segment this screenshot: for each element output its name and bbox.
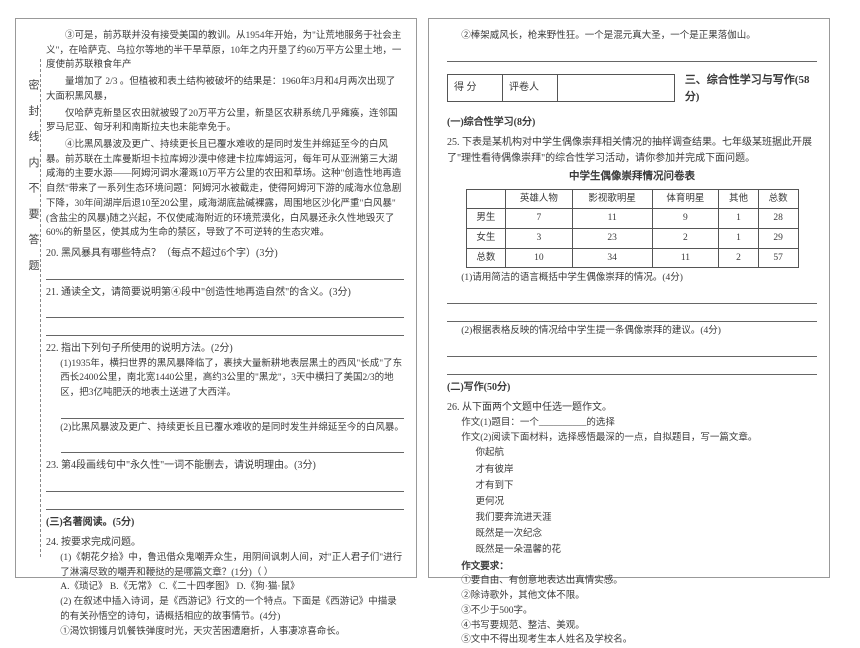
poem-line: 既然是一次纪念 bbox=[476, 527, 818, 542]
th: 体育明星 bbox=[652, 189, 719, 209]
th bbox=[466, 189, 506, 209]
question-22-item2: (2)比黑风暴波及更广、持续更长且已覆水难收的是同时发生并绵延至今的白风暴。 bbox=[60, 421, 404, 436]
th: 总数 bbox=[758, 189, 798, 209]
req-item: ③不少于500字。 bbox=[461, 604, 817, 619]
table-row: 男生7119128 bbox=[466, 209, 798, 229]
poem-line: 才有彼岸 bbox=[476, 463, 818, 478]
passage-para-4: ④比黑风暴波及更广、持续更长且已覆水难收的是同时发生并绵延至今的白风暴。前苏联在… bbox=[46, 138, 404, 241]
th: 英雄人物 bbox=[506, 189, 573, 209]
req-item: ④书写要规范、整洁、美观。 bbox=[461, 619, 817, 634]
section-3-title: 三、综合性学习与写作(58分) bbox=[685, 72, 817, 106]
question-24b-poem2: ②棒架威风长，枪来野性狂。一个是混元真大圣，一个是正果落伽山。 bbox=[461, 29, 817, 44]
poem-line: 你起航 bbox=[476, 446, 818, 461]
marker-label: 评卷人 bbox=[503, 75, 558, 101]
answer-blank[interactable] bbox=[61, 405, 404, 419]
question-24a-options: A.《琐记》 B.《无常》 C.《二十四孝图》 D.《狗·猫·鼠》 bbox=[60, 580, 404, 595]
question-24b: (2) 在叙述中插入诗词，是《西游记》行文的一个特点。下面是《西游记》中描录的有… bbox=[60, 595, 404, 624]
exam-page-left: 密 封 线 内 不 要 答 题 ③可是，前苏联并没有接受美国的教训。从1954年… bbox=[15, 18, 417, 578]
essay-requirements: ①要自由、有创意地表达出真情实感。 ②除诗歌外，其他文体不限。 ③不少于500字… bbox=[461, 574, 817, 648]
question-22-item1: (1)1935年，横扫世界的黑风暴降临了，裹挟大量新耕地表层黑土的西风"长成"了… bbox=[60, 357, 404, 401]
answer-blank[interactable] bbox=[46, 322, 404, 336]
question-23: 23. 第4段画线句中"永久性"一词不能删去，请说明理由。(3分) bbox=[46, 458, 404, 474]
passage-para-3a: ③可是，前苏联并没有接受美国的教训。从1954年开始，为"让荒地服务于社会主义"… bbox=[46, 29, 404, 73]
question-26: 26. 从下面两个文题中任选一题作文。 bbox=[447, 400, 817, 416]
score-label: 得 分 bbox=[448, 75, 503, 101]
answer-blank[interactable] bbox=[447, 308, 817, 322]
th: 其他 bbox=[719, 189, 759, 209]
answer-blank[interactable] bbox=[46, 266, 404, 280]
essay-poem: 你起航 才有彼岸 才有到下 更何况 我们要奔流进天涯 既然是一次纪念 既然是一朵… bbox=[476, 446, 818, 558]
poem-line: 更何况 bbox=[476, 495, 818, 510]
essay-prompt-1: 作文(1)题目：一个__________的选择 bbox=[461, 416, 817, 431]
essay-prompt-2: 作文(2)阅读下面材料，选择感悟最深的一点，自拟题目，写一篇文章。 bbox=[461, 431, 817, 446]
req-item: ①要自由、有创意地表达出真情实感。 bbox=[461, 574, 817, 589]
answer-blank[interactable] bbox=[447, 48, 817, 62]
question-24a: (1)《朝花夕拾》中，鲁迅借众鬼嘲弄众生，用阴间讽刺人间，对"正人君子们"进行了… bbox=[60, 551, 404, 580]
answer-blank[interactable] bbox=[447, 361, 817, 375]
part-1-title: (一)综合性学习(8分) bbox=[447, 115, 817, 131]
req-item: ⑤文中不得出现考生本人姓名及学校名。 bbox=[461, 633, 817, 648]
essay-prompt-1-text: 作文(1)题目：一个__________的选择 bbox=[461, 418, 615, 428]
answer-blank[interactable] bbox=[46, 496, 404, 510]
section-3-reading: (三)名著阅读。(5分) bbox=[46, 515, 404, 531]
question-21: 21. 通读全文，请简要说明第④段中"创造性地再造自然"的含义。(3分) bbox=[46, 285, 404, 301]
answer-blank[interactable] bbox=[46, 478, 404, 492]
passage-para-3c: 仅哈萨克新垦区农田就被毁了20万平方公里，新垦区农耕系统几乎瘫痪，连邻国罗马尼亚… bbox=[46, 107, 404, 136]
question-22-title: 22. 指出下列句子所使用的说明方法。(2分) bbox=[46, 341, 404, 357]
table-row: 英雄人物 影视歌明星 体育明星 其他 总数 bbox=[466, 189, 798, 209]
question-25b: (2)根据表格反映的情况给中学生提一条偶像崇拜的建议。(4分) bbox=[461, 324, 817, 339]
answer-blank[interactable] bbox=[447, 290, 817, 304]
poem-line: 既然是一朵温馨的花 bbox=[476, 543, 818, 558]
score-fill-area[interactable] bbox=[558, 75, 674, 101]
passage-para-3b: 量增加了 2/3 。但植被和表土结构被破坏的结果是：1960年3月和4月两次出现… bbox=[46, 75, 404, 104]
essay-requirements-title: 作文要求： bbox=[461, 560, 817, 575]
question-25-intro: 25. 下表是某机构对中学生偶像崇拜相关情况的抽样调查结果。七年级某班据此开展了… bbox=[447, 135, 817, 166]
survey-table: 英雄人物 影视歌明星 体育明星 其他 总数 男生7119128 女生323212… bbox=[466, 189, 799, 269]
answer-blank[interactable] bbox=[46, 304, 404, 318]
exam-page-right: ②棒架威风长，枪来野性狂。一个是混元真大圣，一个是正果落伽山。 得 分 评卷人 … bbox=[428, 18, 830, 578]
poem-line: 我们要奔流进天涯 bbox=[476, 511, 818, 526]
margin-warning-text: 密 封 线 内 不 要 答 题 bbox=[24, 79, 41, 276]
answer-blank[interactable] bbox=[61, 439, 404, 453]
table-row: 总数103411257 bbox=[466, 248, 798, 268]
question-24b-poem1: ①渴饮铜镬月饥餐铁弹度时光，天灾苦困遭磨折，人事凄凉喜命长。 bbox=[60, 625, 404, 640]
part-2-title: (二)写作(50分) bbox=[447, 380, 817, 396]
poem-line: 才有到下 bbox=[476, 479, 818, 494]
question-24: 24. 按要求完成问题。 bbox=[46, 535, 404, 551]
question-25a: (1)请用简洁的语言概括中学生偶像崇拜的情况。(4分) bbox=[461, 271, 817, 286]
table-row: 女生3232129 bbox=[466, 229, 798, 249]
answer-blank[interactable] bbox=[447, 343, 817, 357]
question-20: 20. 黑风暴具有哪些特点？（每点不超过6个字）(3分) bbox=[46, 246, 404, 262]
score-box: 得 分 评卷人 bbox=[447, 74, 675, 102]
req-item: ②除诗歌外，其他文体不限。 bbox=[461, 589, 817, 604]
survey-table-title: 中学生偶像崇拜情况问卷表 bbox=[447, 169, 817, 185]
th: 影视歌明星 bbox=[572, 189, 652, 209]
